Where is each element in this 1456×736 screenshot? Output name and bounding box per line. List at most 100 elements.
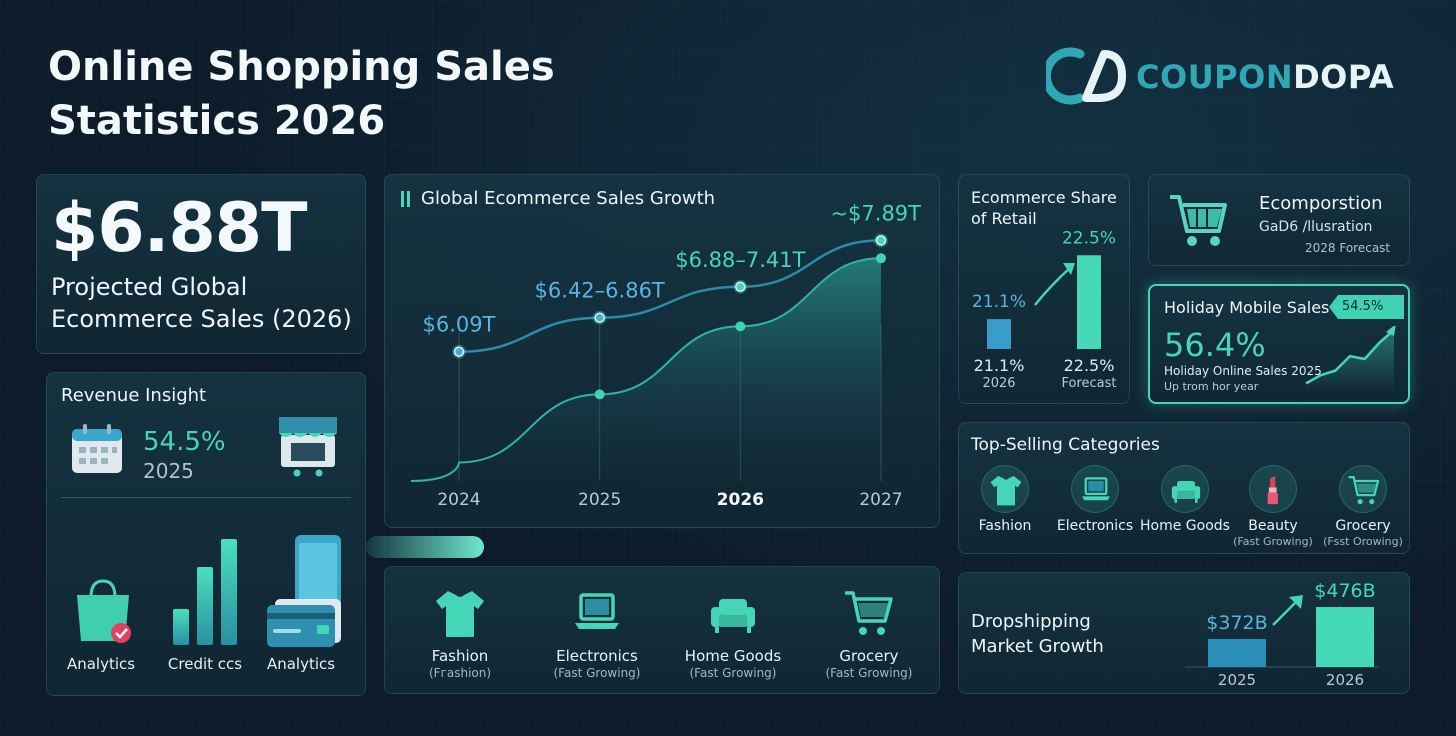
retail-share-card: Ecommerce Share of Retail 21.1% 21.1% 2026… (958, 174, 1130, 404)
brand-logo[interactable]: COUPONDOPA (1046, 44, 1426, 108)
dropshipping-title: Dropshipping Market Growth (971, 611, 1104, 657)
shopping-bag-icon (77, 579, 131, 643)
bar-value-label-bottom: 22.5% (1064, 356, 1115, 375)
category-label: Electronics (1056, 518, 1134, 534)
category-tile-home-goods[interactable]: Home Goods (Fast Growing) (667, 585, 799, 685)
divider (61, 497, 351, 498)
laptop-icon (1081, 477, 1111, 501)
tshirt-icon (990, 475, 1022, 506)
growth-arrow (1272, 600, 1298, 626)
sales-growth-chart: $6.09T $6.42–6.86T $6.88–7.41T ~$7.89T 2024 2… (410, 201, 921, 510)
bar-value-label: 22.5% (1062, 228, 1116, 248)
x-tick-label: 2024 (437, 490, 480, 510)
revenue-year: 2025 (143, 459, 194, 483)
holiday-badge: 54.5% (1328, 294, 1406, 320)
sofa-icon (1171, 481, 1201, 503)
trend-line (1305, 329, 1395, 385)
badge-shape (1329, 295, 1404, 319)
tile-label-1: Analytics (66, 655, 136, 673)
hero-label-line1: Projected Global (51, 273, 248, 301)
series-1-line (458, 239, 882, 353)
calendar-icon (72, 424, 122, 473)
holiday-badge-text: 54.5% (1342, 299, 1384, 314)
category-item-grocery[interactable]: Grocery (Fsst Orowing) (1313, 463, 1413, 553)
bar-category-label: 2026 (982, 376, 1015, 391)
bar-category-label: 2026 (1326, 671, 1364, 689)
brand-name-a: COUPON (1136, 58, 1294, 96)
trend-area (1306, 330, 1394, 392)
series-1-point (594, 312, 605, 323)
top-selling-card: Top-Selling Categories Fashion Electroni… (958, 422, 1410, 554)
icon-circle (1071, 465, 1119, 513)
ecomposition-note: 2028 Forecast (1305, 241, 1391, 255)
x-tick-label: 2026 (717, 490, 764, 510)
category-sub: (Fsst Orowing) (1323, 535, 1403, 548)
bar-value-label: $476B (1314, 580, 1375, 602)
category-label: Electronics (556, 647, 638, 665)
category-label: Grocery (1335, 518, 1391, 534)
series-2-point (876, 253, 886, 264)
category-label: Fashion (978, 518, 1032, 534)
category-tile-electronics[interactable]: Electronics (Fast Growing) (531, 585, 663, 685)
shopping-cart-icon (1170, 195, 1227, 246)
shopping-cart-icon (1348, 476, 1380, 505)
hero-label: Projected Global Ecommerce Sales (2026) (51, 271, 352, 335)
ecomposition-subtitle: GaD6 /llusration (1259, 219, 1373, 235)
page-title: Online Shopping Sales Statistics 2026 (48, 40, 648, 148)
brand-name-b: DOPA (1293, 58, 1395, 96)
bar-chart-icon (173, 539, 237, 645)
category-item-beauty[interactable]: Beauty (Fast Growing) (1223, 463, 1323, 553)
holiday-trend-chart (1305, 326, 1396, 392)
icon-circle (1161, 465, 1209, 513)
trend-arrow-head (1386, 326, 1396, 336)
tshirt-icon (436, 591, 484, 637)
icon-circle (981, 465, 1029, 513)
ecomposition-card: Ecomporstion GaD6 /llusration 2028 Forec… (1148, 174, 1410, 266)
bar-category-label: Forecast (1061, 376, 1116, 391)
category-item-fashion[interactable]: Fashion (955, 463, 1055, 553)
bar (1077, 255, 1101, 349)
categories-card: Fashion (Fгashion) Electronics (Fast Gro… (384, 566, 940, 694)
connector-bar (366, 536, 484, 558)
category-sub: (Fast Growing) (1233, 535, 1313, 548)
category-item-electronics[interactable]: Electronics (1045, 463, 1145, 553)
category-sub: (Fast Growing) (689, 666, 777, 680)
category-label: Home Goods (1140, 518, 1230, 534)
category-label: Fashion (431, 647, 489, 665)
category-label: Beauty (1248, 518, 1298, 534)
growth-arrow-head (1289, 595, 1303, 609)
series-1-point (735, 281, 746, 293)
lipstick-icon (1267, 475, 1278, 505)
bar (987, 319, 1011, 349)
category-item-home-goods[interactable]: Home Goods (1135, 463, 1235, 553)
series-2-line (410, 257, 882, 482)
category-sub: (Fгashion) (428, 666, 492, 680)
category-tile-fashion[interactable]: Fashion (Fгashion) (394, 585, 526, 685)
storefront-icon (279, 417, 337, 477)
data-label: $6.42–6.86T (535, 279, 665, 303)
bar-category-label: 2025 (1218, 671, 1256, 689)
sales-growth-title: Global Ecommerce Sales Growth (421, 188, 716, 209)
top-selling-title: Top-Selling Categories (971, 435, 1160, 455)
title-accent-bar-2 (407, 191, 410, 207)
series-2-point (594, 389, 605, 400)
hero-value: $6.88T (51, 189, 307, 268)
category-label: Home Goods (684, 647, 782, 665)
bar-value-label: 21.1% (972, 292, 1026, 312)
sofa-icon (711, 599, 755, 633)
tile-label-2: Credit ccs (167, 655, 243, 673)
data-label: $6.09T (423, 313, 496, 337)
title-accent-bar (401, 191, 404, 207)
dropshipping-card: Dropshipping Market Growth $372B 2025 $476… (958, 572, 1410, 694)
bar (1208, 639, 1266, 667)
series-1-point (875, 235, 887, 246)
revenue-insight-card: Revenue Insight 54.5% 2025 Analytics Cre… (46, 372, 366, 696)
category-sub: (Fast Growing) (553, 666, 641, 680)
bar-value-label: $372B (1206, 612, 1267, 634)
data-label: ~$7.89T (830, 201, 921, 225)
holiday-value: 56.4% (1164, 326, 1266, 364)
hero-label-line2: Ecommerce Sales (2026) (51, 305, 352, 333)
page-title-line2: Statistics 2026 (48, 98, 386, 144)
category-tile-grocery[interactable]: Grocery (Fast Growing) (803, 585, 935, 685)
